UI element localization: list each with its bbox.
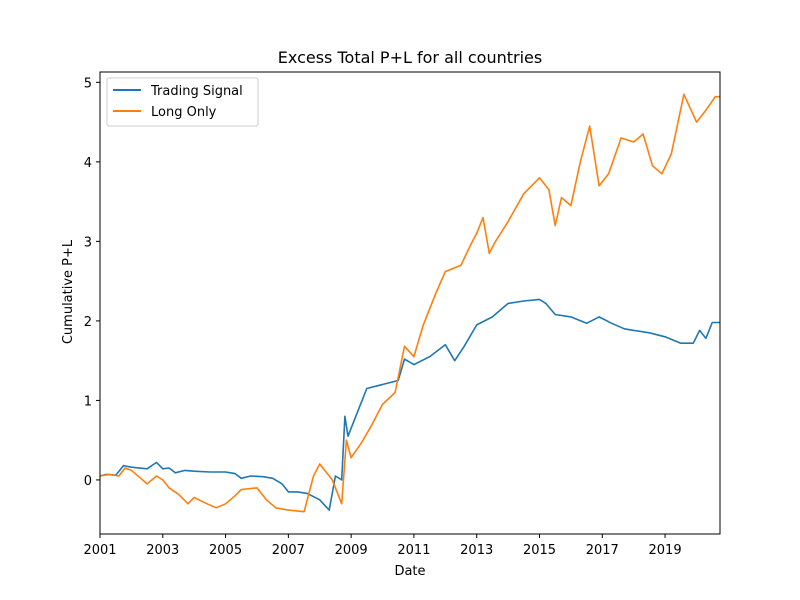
- y-tick-label: 3: [84, 235, 92, 250]
- legend-label-long-only: Long Only: [151, 105, 217, 120]
- x-tick-label: 2019: [649, 543, 682, 558]
- x-tick-label: 2007: [272, 543, 305, 558]
- legend-label-trading-signal: Trading Signal: [150, 84, 243, 99]
- y-tick-label: 2: [84, 315, 92, 330]
- x-tick-label: 2013: [460, 543, 493, 558]
- x-tick-label: 2005: [209, 543, 242, 558]
- plot-frame: [99, 71, 721, 535]
- series-line-long-only: [99, 93, 720, 513]
- series-line-trading-signal: [99, 298, 720, 511]
- legend-box: [106, 77, 259, 127]
- x-tick-label: 2003: [146, 543, 179, 558]
- legend: Trading Signal Long Only: [106, 77, 259, 127]
- plot-lines: [99, 93, 720, 513]
- x-tick-label: 2009: [335, 543, 368, 558]
- y-axis-ticks: 0 1 2 3 4 5: [84, 76, 100, 489]
- x-tick-label: 2015: [523, 543, 556, 558]
- x-tick-label: 2001: [83, 543, 116, 558]
- x-axis-label: Date: [394, 564, 425, 579]
- y-tick-label: 4: [84, 156, 92, 171]
- x-tick-label: 2017: [586, 543, 619, 558]
- y-tick-label: 5: [84, 76, 92, 91]
- x-axis-ticks: 2001 2003 2005 2007 2009 2011 2013 2015 2017 2019: [83, 534, 682, 558]
- x-tick-label: 2011: [397, 543, 430, 558]
- y-tick-label: 0: [84, 474, 92, 489]
- y-axis-label: Cumulative P+L: [61, 239, 76, 344]
- y-tick-label: 1: [84, 394, 92, 409]
- chart-title: Excess Total P+L for all countries: [278, 48, 542, 67]
